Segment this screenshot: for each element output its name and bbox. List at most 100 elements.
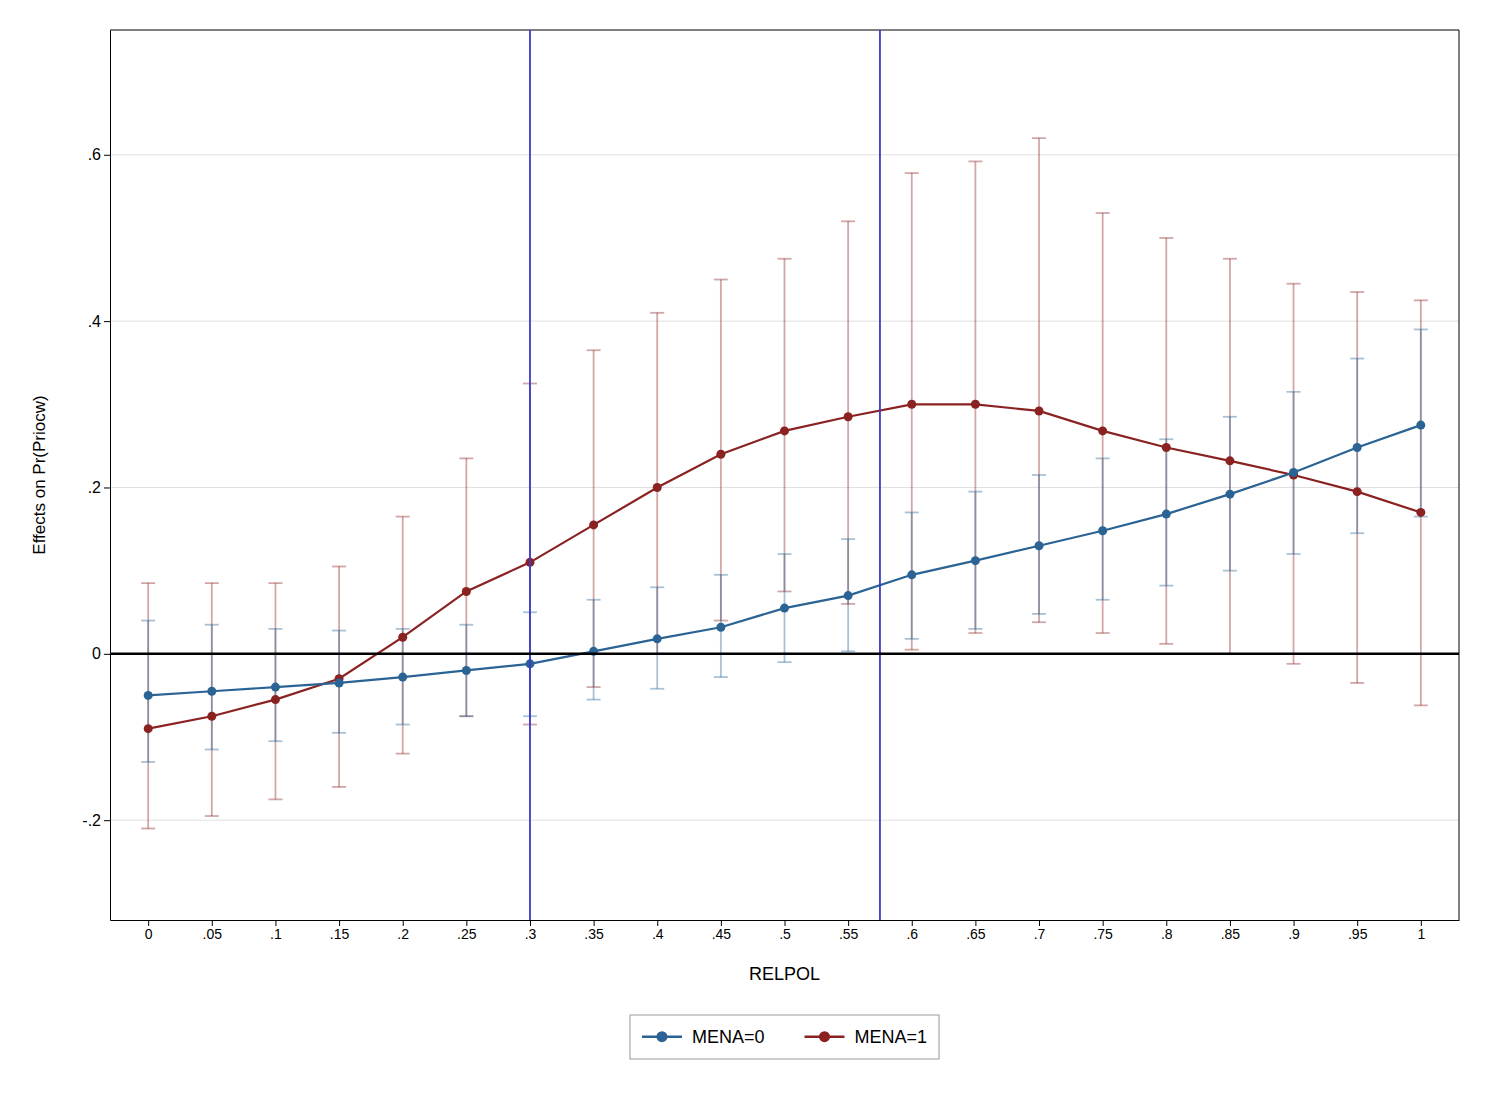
- series-point: [653, 634, 662, 643]
- x-tick: .65: [966, 920, 986, 942]
- grid-line: [110, 820, 1459, 821]
- x-tick: 1: [1417, 920, 1425, 942]
- y-tick-mark: [104, 820, 110, 821]
- x-tick: .3: [525, 920, 537, 942]
- error-bar-cap-high: [1032, 137, 1046, 139]
- error-bar: [1414, 300, 1428, 705]
- error-bar-cap-high: [968, 491, 982, 493]
- x-tick-label: .05: [203, 926, 223, 942]
- error-bar-cap-high: [968, 161, 982, 163]
- series-point: [398, 673, 407, 682]
- y-tick-mark: [104, 321, 110, 322]
- error-bar-cap-low: [841, 650, 855, 652]
- y-tick: .2: [88, 479, 110, 496]
- series-point: [907, 400, 916, 409]
- error-bar-cap-high: [1223, 258, 1237, 260]
- x-tick: .55: [839, 920, 859, 942]
- x-tick-label: .45: [712, 926, 732, 942]
- error-bar-cap-low: [396, 724, 410, 726]
- error-bar: [905, 173, 919, 650]
- x-axis: 0.05.1.15.2.25.3.35.4.45.5.55.6.65.7.75.…: [111, 920, 1460, 942]
- series-point: [653, 483, 662, 492]
- y-tick-label: .2: [88, 479, 101, 496]
- series-point: [1035, 406, 1044, 415]
- error-bar-cap-low: [1350, 532, 1364, 534]
- x-tick: .45: [712, 920, 732, 942]
- error-bar-cap-low: [205, 749, 219, 751]
- series-point: [1035, 541, 1044, 550]
- plot: 0.05.1.15.2.25.3.35.4.45.5.55.6.65.7.75.…: [30, 30, 1460, 984]
- error-bar-stem: [1229, 259, 1231, 654]
- error-bar: [1350, 292, 1364, 683]
- series-point: [271, 695, 280, 704]
- y-axis: -.20.2.4.6: [82, 31, 110, 921]
- error-bar-cap-low: [1223, 570, 1237, 572]
- error-bar-cap-low: [459, 715, 473, 717]
- error-bar: [141, 621, 155, 762]
- x-tick-label: .55: [839, 926, 859, 942]
- grid-line: [110, 154, 1459, 155]
- chart: 0.05.1.15.2.25.3.35.4.45.5.55.6.65.7.75.…: [0, 0, 1499, 1095]
- legend: MENA=0MENA=1: [630, 1015, 939, 1059]
- x-tick: .95: [1348, 920, 1368, 942]
- marks: [110, 30, 1459, 920]
- error-bar-cap-high: [650, 312, 664, 314]
- error-bar-cap-high: [1032, 474, 1046, 476]
- x-tick-label: .7: [1034, 926, 1046, 942]
- error-bar: [205, 625, 219, 750]
- reference-line-vertical: [529, 30, 531, 920]
- series-point: [398, 633, 407, 642]
- x-tick-label: .4: [652, 926, 664, 942]
- error-bar-cap-low: [1287, 553, 1301, 555]
- series-point: [144, 724, 153, 733]
- x-tick: .2: [397, 920, 409, 942]
- error-bar-cap-low: [141, 761, 155, 763]
- error-bar-cap-low: [268, 740, 282, 742]
- error-bar-cap-low: [1159, 585, 1173, 587]
- error-bar-cap-high: [141, 620, 155, 622]
- series: [144, 400, 1426, 733]
- series-point: [1225, 456, 1234, 465]
- y-tick: 0: [92, 645, 110, 662]
- error-bar-cap-high: [841, 538, 855, 540]
- error-bar-cap-high: [268, 628, 282, 630]
- error-bar-cap-low: [968, 628, 982, 630]
- error-bar-cap-low: [1032, 613, 1046, 615]
- legend-frame: [630, 1015, 939, 1059]
- error-bar: [714, 280, 728, 621]
- x-tick: .25: [457, 920, 477, 942]
- error-bar-cap-low: [459, 715, 473, 717]
- series-point: [971, 556, 980, 565]
- reference-line-horizontal: [110, 653, 1459, 656]
- x-tick: .35: [584, 920, 604, 942]
- x-tick-label: .3: [525, 926, 537, 942]
- error-bar-cap-low: [332, 786, 346, 788]
- series-point: [844, 591, 853, 600]
- x-tick: 0: [145, 920, 153, 942]
- error-bar-cap-low: [1287, 663, 1301, 665]
- error-bar: [1159, 238, 1173, 644]
- error-bar: [1414, 329, 1428, 516]
- error-bar-cap-high: [1287, 283, 1301, 285]
- y-tick-label: .6: [88, 146, 101, 163]
- series-point: [335, 678, 344, 687]
- x-axis-title: RELPOL: [749, 964, 820, 984]
- error-bar-cap-high: [905, 512, 919, 514]
- series-point: [716, 450, 725, 459]
- series-point: [716, 623, 725, 632]
- grid-line: [110, 653, 1459, 654]
- error-bar-cap-low: [587, 699, 601, 701]
- legend-label: MENA=0: [692, 1027, 765, 1047]
- error-bar-cap-low: [205, 815, 219, 817]
- x-tick-label: .35: [584, 926, 604, 942]
- error-bar-cap-high: [205, 624, 219, 626]
- error-bar: [1223, 259, 1237, 654]
- error-bar: [841, 539, 855, 651]
- error-bar-cap-low: [1350, 682, 1364, 684]
- error-bar-cap-high: [1159, 237, 1173, 239]
- error-bar-stem: [211, 583, 213, 816]
- x-tick-label: .25: [457, 926, 477, 942]
- error-bar: [396, 517, 410, 754]
- x-tick: .05: [203, 920, 223, 942]
- x-tick-label: .95: [1348, 926, 1368, 942]
